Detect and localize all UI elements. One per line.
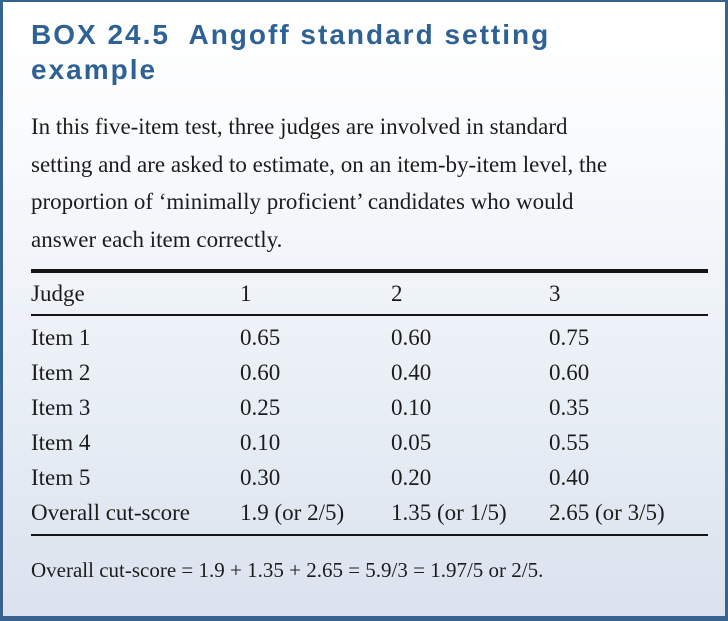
row-label: Item 2 [31, 360, 91, 385]
row-label: Overall cut-score [31, 500, 191, 525]
angoff-table: Judge 1 2 3 Item 1 0.65 0.60 0.75 Item 2… [31, 269, 708, 536]
cell-value: 1.9 (or 2/5) [240, 500, 345, 525]
table-header-judge-1: 1 [240, 271, 391, 316]
cell-value: 0.10 [391, 395, 432, 420]
table-header-judge: Judge [31, 271, 240, 316]
cell-value: 0.20 [391, 465, 432, 490]
cell-value: 0.60 [240, 360, 281, 385]
cell-value: 0.30 [240, 465, 281, 490]
cell-value: 0.55 [549, 430, 590, 455]
row-label: Item 3 [31, 395, 91, 420]
angoff-table-body: Item 1 0.65 0.60 0.75 Item 2 0.60 0.40 0… [31, 315, 708, 535]
cell-value: 0.60 [391, 325, 432, 350]
table-row: Item 1 0.65 0.60 0.75 [31, 315, 708, 356]
cell-value: 0.35 [549, 395, 590, 420]
cell-value: 0.65 [240, 325, 281, 350]
table-header-judge-2: 2 [391, 271, 549, 316]
cell-value: 1.35 (or 1/5) [391, 500, 507, 525]
cell-value: 0.05 [391, 430, 432, 455]
cell-value: 0.25 [240, 395, 281, 420]
table-row: Item 4 0.10 0.05 0.55 [31, 426, 708, 461]
cell-value: 0.10 [240, 430, 281, 455]
row-label: Item 4 [31, 430, 91, 455]
table-row: Item 3 0.25 0.10 0.35 [31, 391, 708, 426]
angoff-table-header: Judge 1 2 3 [31, 271, 708, 316]
table-row-overall-cut-score: Overall cut-score 1.9 (or 2/5) 1.35 (or … [31, 496, 708, 536]
table-row: Item 2 0.60 0.40 0.60 [31, 356, 708, 391]
cell-value: 0.40 [391, 360, 432, 385]
cell-value: 0.75 [549, 325, 590, 350]
cell-value: 2.65 (or 3/5) [549, 500, 665, 525]
cell-value: 0.60 [549, 360, 590, 385]
intro-paragraph: In this five-item test, three judges are… [31, 114, 608, 252]
table-row: Item 5 0.30 0.20 0.40 [31, 461, 708, 496]
footnote-formula: Overall cut-score = 1.9 + 1.35 + 2.65 = … [31, 558, 544, 582]
table-header-row: Judge 1 2 3 [31, 271, 708, 316]
table-header-judge-3: 3 [549, 271, 708, 316]
row-label: Item 1 [31, 325, 91, 350]
row-label: Item 5 [31, 465, 91, 490]
box-title: BOX 24.5 Angoff standard setting example [31, 19, 551, 85]
cell-value: 0.40 [549, 465, 590, 490]
